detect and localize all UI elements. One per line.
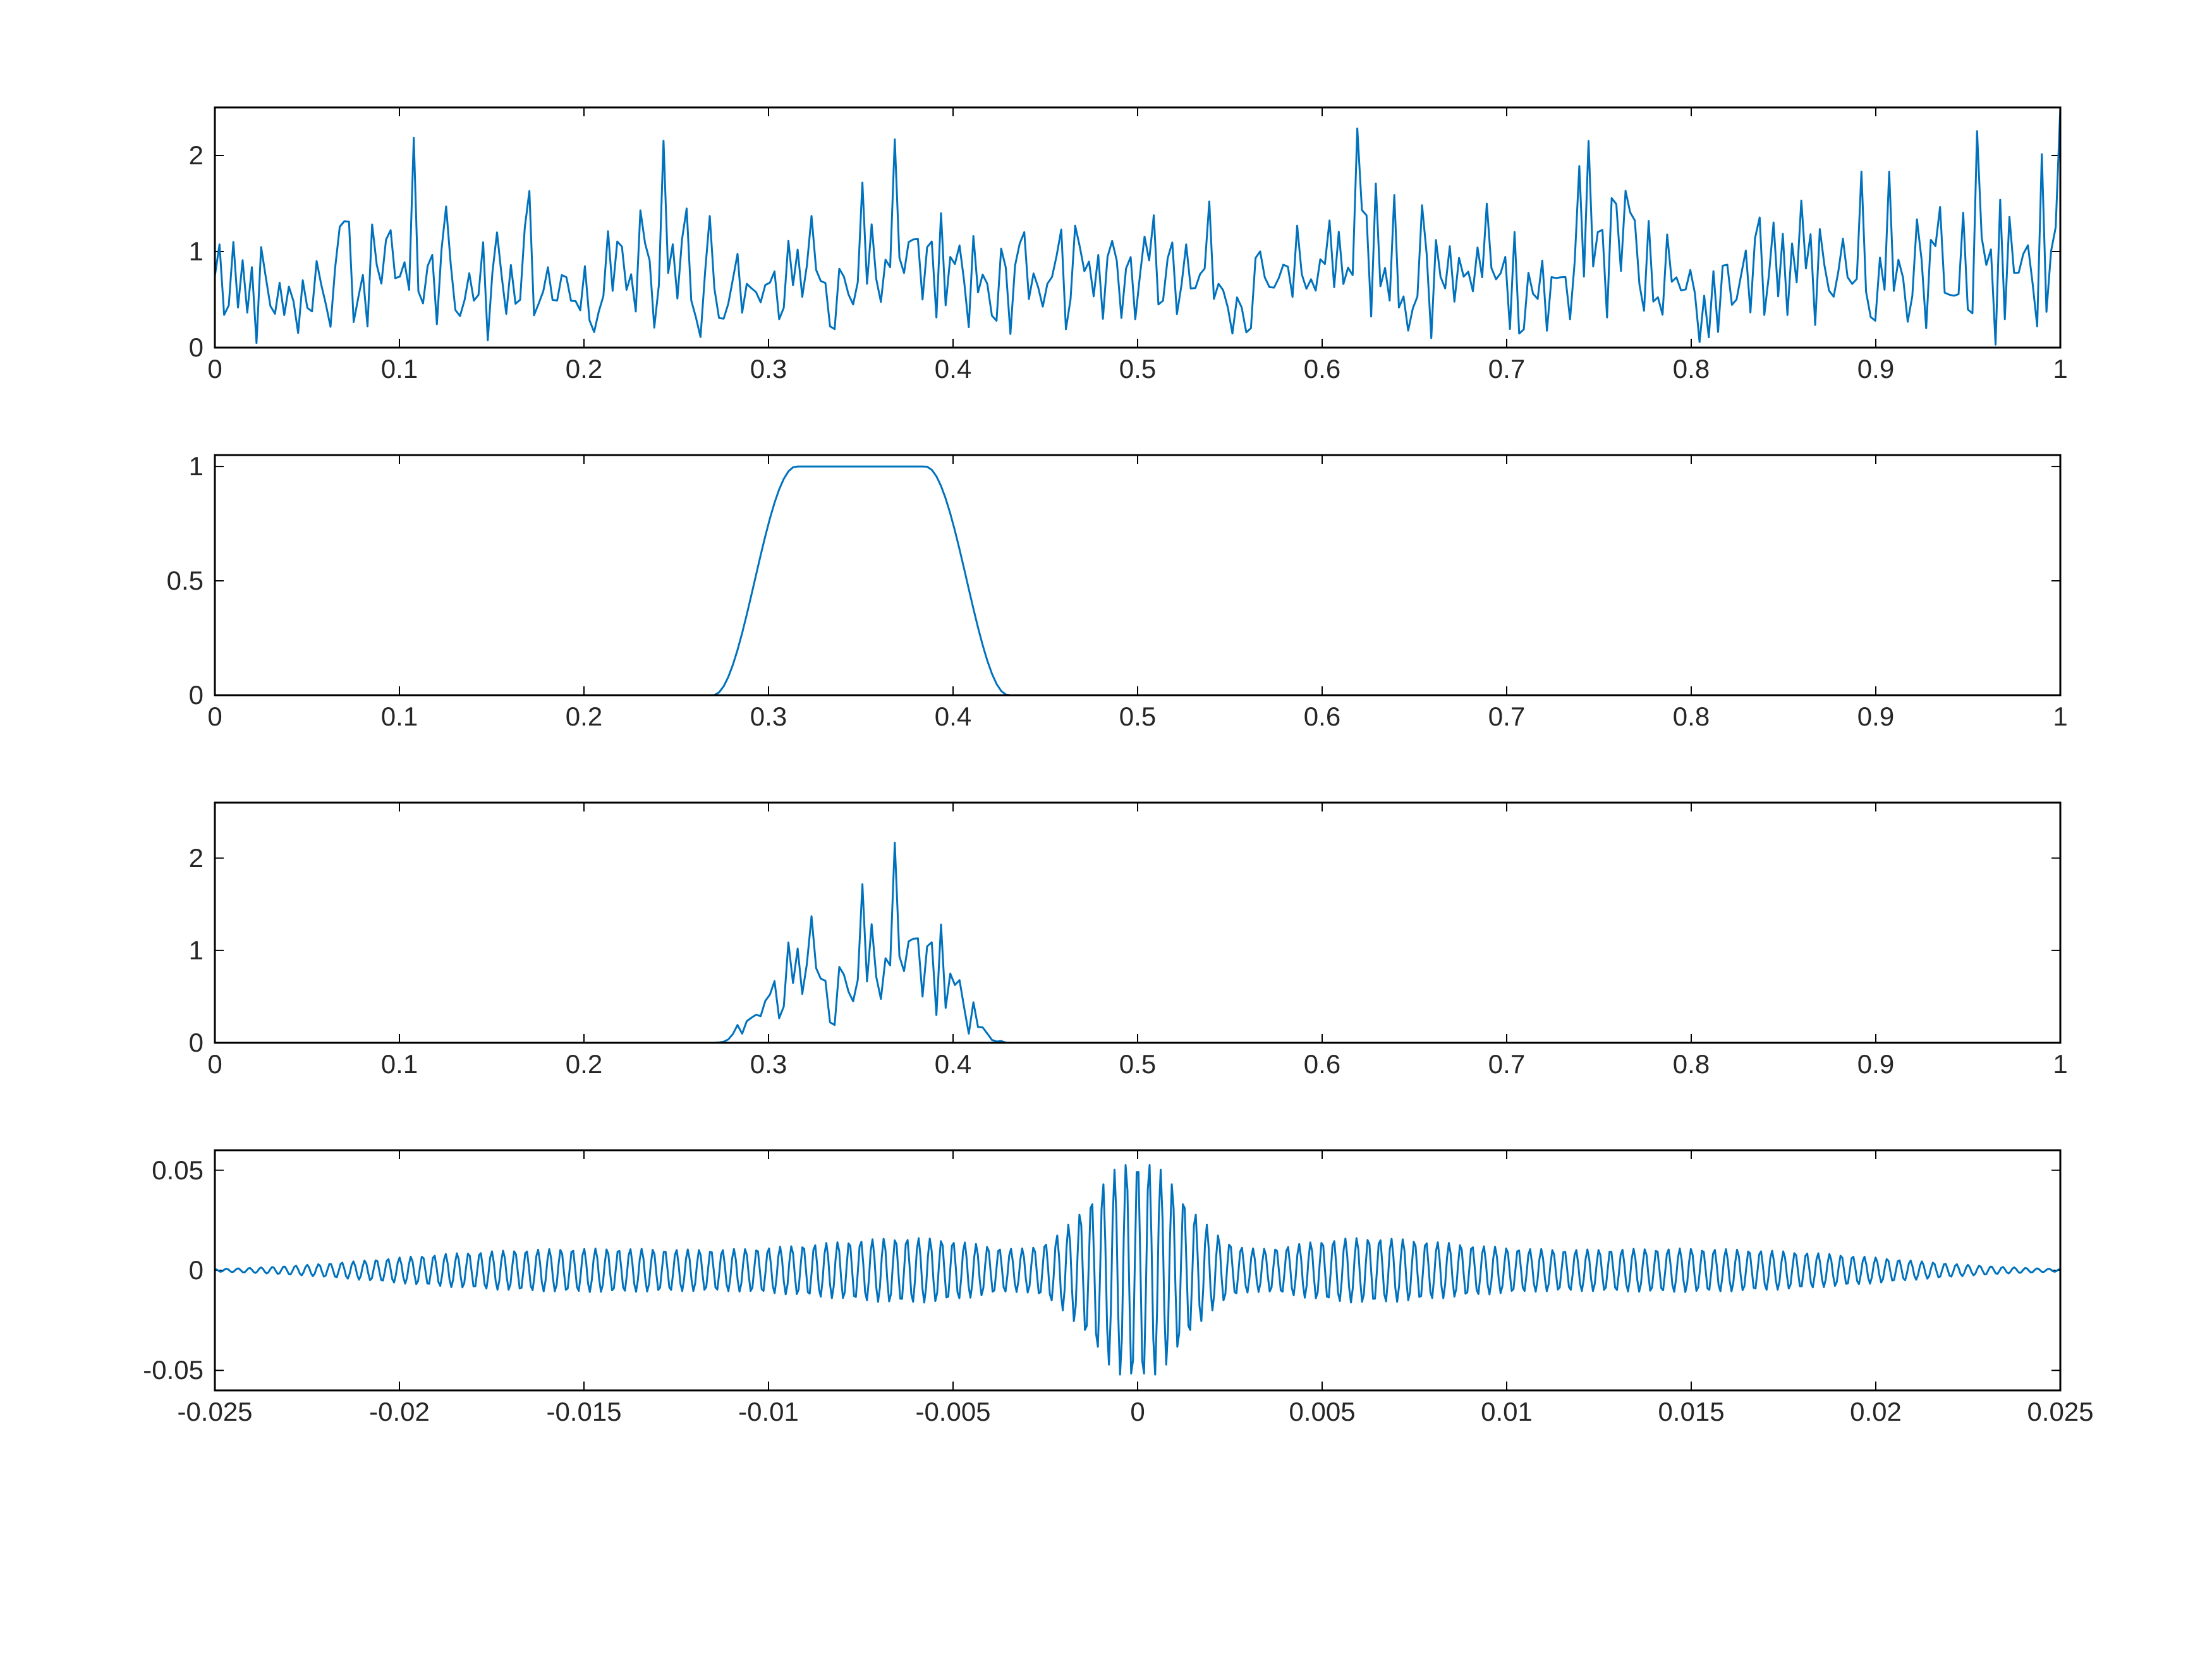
xtick-label: 0.5 [1119,702,1156,732]
axes-border [215,107,2060,348]
xtick-label: 0 [1130,1397,1145,1427]
xtick-label: -0.01 [738,1397,799,1427]
xtick-label: 0.2 [566,354,602,384]
xtick-label: 0.025 [2027,1397,2093,1427]
subplot1: 00.10.20.30.40.50.60.70.80.91012 [215,107,2060,348]
plot-area [215,803,2060,1043]
xtick-label: 0.6 [1304,1049,1340,1079]
xtick-label: 1 [2053,702,2067,732]
xtick-label: 0.2 [566,702,602,732]
ytick-label: -0.05 [143,1355,204,1385]
xtick-label: 0.5 [1119,1049,1156,1079]
xtick-label: 0.9 [1857,702,1894,732]
data-line [215,842,2060,1043]
ytick-label: 2 [189,843,204,873]
xtick-label: 0.8 [1673,1049,1710,1079]
xtick-label: 0.7 [1488,702,1525,732]
axes-border [215,1150,2060,1390]
data-line [215,466,2060,695]
subplot2: 00.10.20.30.40.50.60.70.80.9100.51 [215,455,2060,695]
xtick-label: 0.4 [935,702,971,732]
xtick-label: -0.02 [369,1397,430,1427]
ytick-label: 0 [189,1255,204,1285]
xtick-label: 1 [2053,1049,2067,1079]
xtick-label: 0 [207,354,222,384]
plot-area [215,455,2060,695]
xtick-label: 0.7 [1488,354,1525,384]
xtick-label: 0.7 [1488,1049,1525,1079]
plot-area [215,107,2060,348]
data-line [215,1165,2060,1375]
axes-border [215,455,2060,695]
xtick-label: 0.01 [1481,1397,1533,1427]
xtick-label: 0.9 [1857,354,1894,384]
xtick-label: 0.015 [1658,1397,1724,1427]
xtick-label: 0.3 [750,702,787,732]
xtick-label: 0.8 [1673,702,1710,732]
xtick-label: 0.005 [1289,1397,1355,1427]
xtick-label: 0 [207,702,222,732]
axes-border [215,1150,2060,1390]
axes-border [215,107,2060,348]
ytick-label: 0 [189,1028,204,1058]
ytick-label: 1 [189,451,204,482]
xtick-label: 1 [2053,354,2067,384]
axes-border [215,803,2060,1043]
axes-border [215,455,2060,695]
axes-border [215,803,2060,1043]
xtick-label: 0.4 [935,1049,971,1079]
ytick-label: 0 [189,332,204,363]
xtick-label: 0.6 [1304,354,1340,384]
ytick-label: 2 [189,140,204,171]
xtick-label: -0.005 [915,1397,990,1427]
xtick-label: 0.3 [750,354,787,384]
xtick-label: 0.02 [1850,1397,1902,1427]
xtick-label: 0.1 [381,354,418,384]
xtick-label: 0.9 [1857,1049,1894,1079]
xtick-label: 0.8 [1673,354,1710,384]
xtick-label: 0.2 [566,1049,602,1079]
data-line [215,107,2060,344]
subplot4: -0.025-0.02-0.015-0.01-0.00500.0050.010.… [215,1150,2060,1390]
xtick-label: 0.5 [1119,354,1156,384]
xtick-label: 0 [207,1049,222,1079]
xtick-label: 0.3 [750,1049,787,1079]
subplot3: 00.10.20.30.40.50.60.70.80.91012 [215,803,2060,1043]
ytick-label: 0.5 [167,566,204,596]
xtick-label: -0.025 [177,1397,252,1427]
ytick-label: 0 [189,680,204,710]
ytick-label: 1 [189,935,204,966]
ytick-label: 0.05 [152,1155,204,1186]
figure: 00.10.20.30.40.50.60.70.80.9101200.10.20… [0,0,2212,1659]
xtick-label: 0.1 [381,702,418,732]
xtick-label: 0.4 [935,354,971,384]
xtick-label: 0.6 [1304,702,1340,732]
xtick-label: 0.1 [381,1049,418,1079]
plot-area [215,1150,2060,1390]
xtick-label: -0.015 [546,1397,621,1427]
ytick-label: 1 [189,236,204,267]
